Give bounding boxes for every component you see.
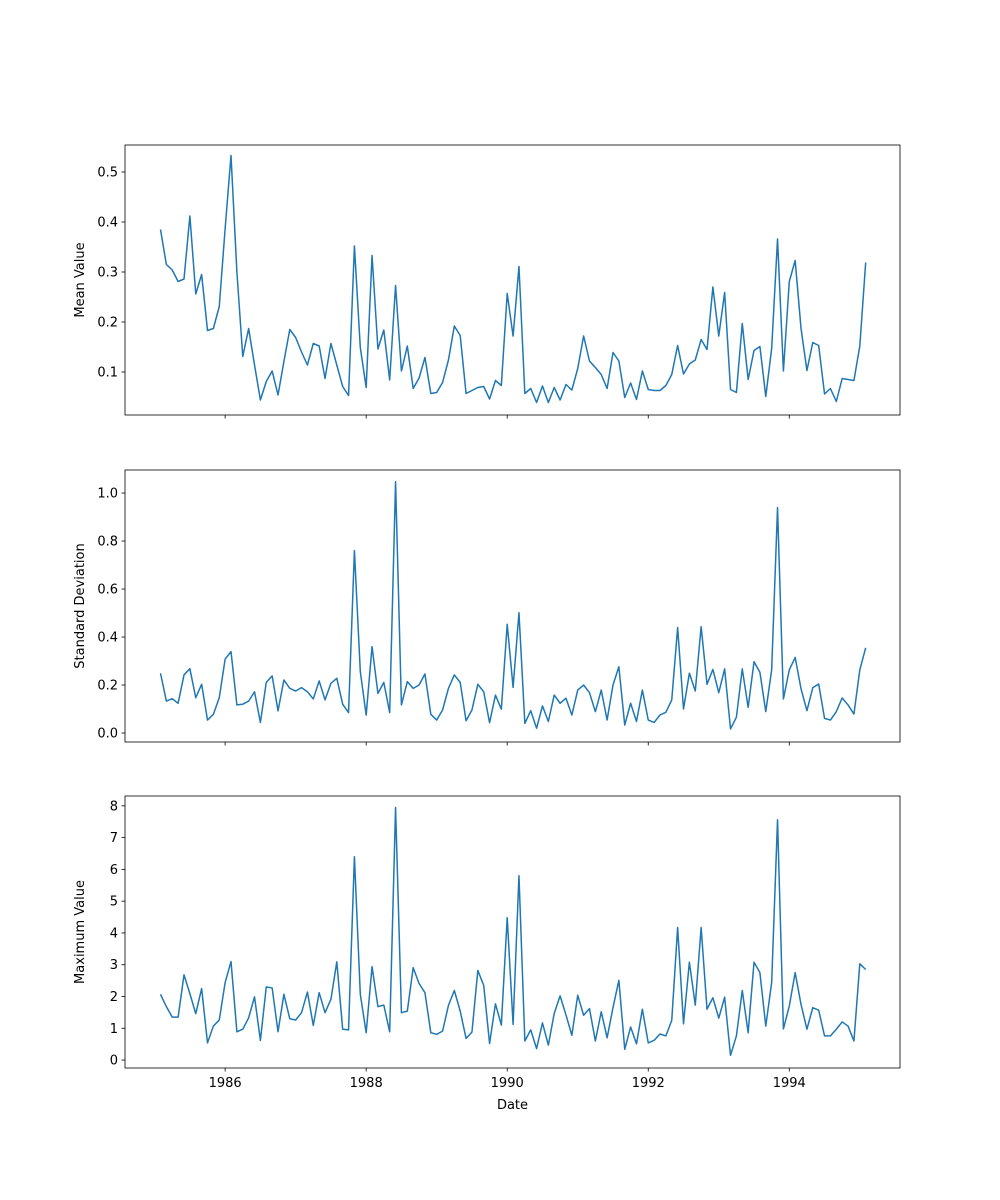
y-tick-label: 1 (110, 1022, 118, 1037)
y-tick-label: 6 (110, 863, 118, 878)
y-tick-label: 8 (110, 799, 118, 814)
y-tick-label: 0 (110, 1054, 118, 1069)
x-tick-label: 1994 (773, 1076, 806, 1091)
y-tick-label: 0.6 (97, 583, 118, 598)
y-tick-label: 0.3 (97, 266, 118, 281)
axes-frame (124, 795, 901, 1069)
y-axis-label: Standard Deviation (73, 543, 88, 668)
y-tick-label: 2 (110, 990, 118, 1005)
y-tick-label: 0.2 (97, 316, 118, 331)
y-tick-label: 3 (110, 958, 118, 973)
y-tick-label: 0.8 (97, 535, 118, 550)
y-tick-label: 4 (110, 926, 118, 941)
y-tick-label: 0.2 (97, 679, 118, 694)
y-axis-label: Mean Value (73, 242, 88, 317)
series-line (159, 481, 867, 730)
y-tick-label: 1.0 (97, 487, 118, 502)
x-axis-label: Date (497, 1098, 528, 1113)
y-tick-label: 0.4 (97, 631, 118, 646)
series-line (159, 154, 867, 404)
y-tick-label: 0.4 (97, 216, 118, 231)
subplot-1: 0.1 0.2 0.3 0.4 0.5 Mean Value (73, 144, 901, 419)
y-tick-label: 0.5 (97, 166, 118, 181)
y-tick-label: 7 (110, 831, 118, 846)
x-tick-label: 1990 (491, 1076, 524, 1091)
y-tick-label: 0.0 (97, 727, 118, 742)
axes-frame (124, 469, 901, 743)
y-axis-label: Maximum Value (73, 880, 88, 984)
y-tick-label: 0.1 (97, 366, 118, 381)
subplot-2: 0.0 0.2 0.4 0.6 0.8 1.0 Standard Deviation (73, 469, 901, 746)
subplot-3: 0 1 2 3 4 5 6 7 8 1986 1988 1990 1992 1994 Maximum Val… (73, 795, 901, 1113)
x-tick-label: 1992 (632, 1076, 665, 1091)
series-line (159, 806, 867, 1057)
y-tick-label: 5 (110, 895, 118, 910)
x-tick-label: 1988 (350, 1076, 383, 1091)
axes-frame (124, 144, 901, 416)
x-tick-label: 1986 (209, 1076, 242, 1091)
